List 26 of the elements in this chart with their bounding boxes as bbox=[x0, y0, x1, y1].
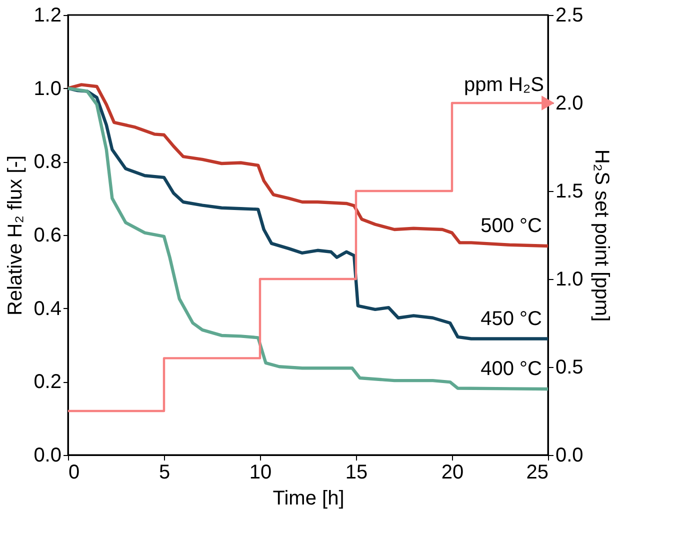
y-tick-label: 1.0 bbox=[34, 78, 62, 100]
y-tick-label: 0.8 bbox=[34, 151, 62, 174]
x-tick-label: 20 bbox=[441, 462, 464, 484]
y-tick-label: 0.0 bbox=[34, 444, 62, 466]
annotation: ppm H₂S bbox=[464, 74, 544, 96]
series-label: 450 °C bbox=[480, 308, 542, 330]
x-tick-label: 0 bbox=[68, 462, 80, 484]
x-tick-label: 25 bbox=[526, 462, 548, 484]
y2-tick-label: 2.5 bbox=[556, 4, 584, 26]
y2-tick-label: 1.5 bbox=[556, 180, 584, 202]
y-tick-label: 0.6 bbox=[34, 224, 62, 246]
y2-tick-label: 2.0 bbox=[556, 92, 584, 114]
x-axis-title: Time [h] bbox=[272, 488, 344, 510]
y-axis-title: Relative H₂ flux [-] bbox=[4, 155, 27, 316]
y-tick-label: 0.4 bbox=[34, 298, 62, 320]
series-label: 400 °C bbox=[480, 358, 542, 380]
x-tick-label: 15 bbox=[345, 462, 368, 484]
x-tick-label: 10 bbox=[249, 462, 272, 484]
y-tick-label: 0.2 bbox=[34, 371, 62, 394]
y-tick-label: 1.2 bbox=[34, 4, 62, 26]
y2-axis-title: H₂S set point [ppm] bbox=[590, 149, 612, 322]
x-tick-label: 5 bbox=[158, 462, 170, 484]
y2-tick-label: 0.0 bbox=[556, 444, 584, 466]
series-label: 500 °C bbox=[480, 215, 542, 237]
y2-tick-label: 1.0 bbox=[556, 268, 584, 290]
y2-tick-label: 0.5 bbox=[556, 356, 584, 378]
